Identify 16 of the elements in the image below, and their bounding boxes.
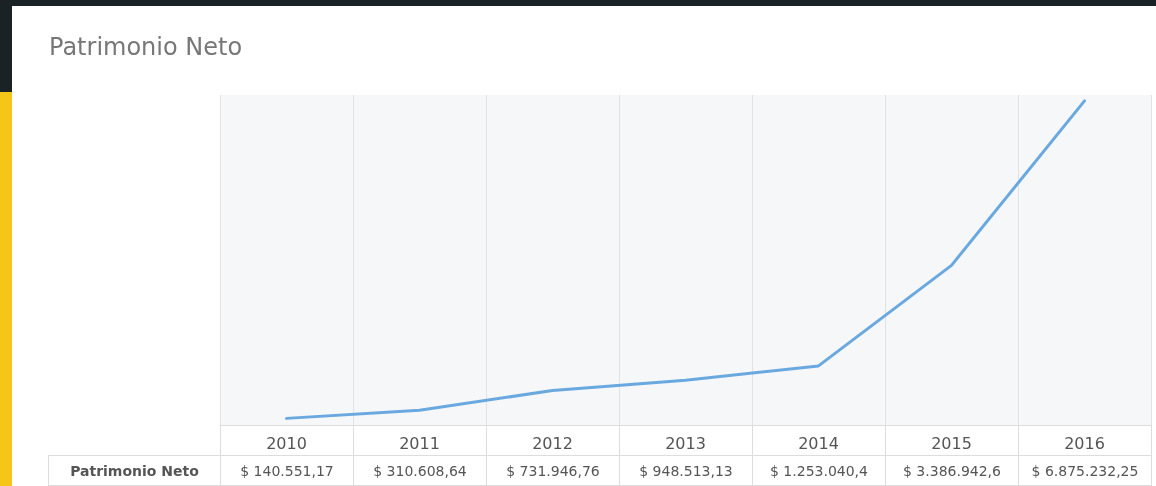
data-label: $ 1.253.040,4	[752, 455, 886, 486]
data-label: $ 140.551,17	[220, 455, 354, 486]
x-tick-label: 2016	[1064, 433, 1105, 453]
x-tick-label: 2015	[931, 433, 972, 453]
chart-title: Patrimonio Neto	[49, 33, 243, 61]
x-tick-label: 2013	[665, 433, 706, 453]
data-label: $ 310.608,64	[353, 455, 487, 486]
data-label: $ 948.513,13	[619, 455, 753, 486]
data-label: $ 3.386.942,6	[885, 455, 1019, 486]
x-tick-label: 2012	[532, 433, 573, 453]
x-tick-label: 2014	[798, 433, 839, 453]
data-label: $ 731.946,76	[486, 455, 620, 486]
x-tick-label: 2010	[266, 433, 307, 453]
x-tick-label: 2011	[399, 433, 440, 453]
text: Patrimonio Neto	[48, 455, 221, 486]
data-label: $ 6.875.232,25	[1018, 455, 1152, 486]
